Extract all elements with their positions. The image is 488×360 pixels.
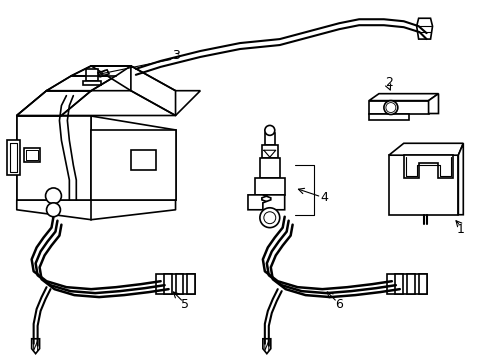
Polygon shape (427, 94, 438, 113)
Text: 6: 6 (335, 297, 343, 311)
Polygon shape (368, 113, 408, 121)
Polygon shape (91, 66, 175, 116)
Polygon shape (91, 130, 175, 200)
Polygon shape (7, 140, 20, 175)
Polygon shape (155, 274, 195, 294)
Polygon shape (388, 155, 457, 215)
Circle shape (45, 188, 61, 204)
Polygon shape (416, 18, 432, 39)
Polygon shape (254, 178, 284, 195)
Circle shape (383, 100, 397, 114)
Polygon shape (91, 116, 175, 200)
Polygon shape (24, 148, 40, 162)
Polygon shape (388, 143, 462, 155)
Text: 1: 1 (455, 223, 463, 236)
Polygon shape (32, 339, 40, 354)
Polygon shape (131, 150, 155, 170)
Polygon shape (368, 100, 427, 113)
Text: 5: 5 (181, 297, 189, 311)
Text: 3: 3 (171, 49, 179, 63)
Polygon shape (175, 274, 183, 294)
Polygon shape (17, 91, 200, 116)
Polygon shape (259, 158, 279, 178)
Polygon shape (17, 116, 91, 200)
Polygon shape (406, 274, 414, 294)
Polygon shape (163, 274, 171, 294)
Circle shape (46, 203, 61, 217)
Polygon shape (262, 145, 277, 158)
Polygon shape (98, 70, 109, 77)
Polygon shape (418, 274, 426, 294)
Polygon shape (386, 274, 426, 294)
Polygon shape (247, 195, 269, 210)
Polygon shape (263, 339, 270, 354)
Polygon shape (368, 94, 438, 100)
Polygon shape (86, 69, 98, 81)
Polygon shape (17, 116, 91, 200)
Polygon shape (264, 133, 274, 145)
Polygon shape (403, 155, 452, 178)
Polygon shape (187, 274, 195, 294)
Polygon shape (394, 274, 402, 294)
Circle shape (259, 208, 279, 228)
Text: 4: 4 (320, 192, 327, 204)
Polygon shape (71, 66, 131, 76)
Circle shape (385, 103, 395, 113)
Text: 2: 2 (384, 76, 392, 89)
Polygon shape (83, 81, 101, 85)
Polygon shape (457, 143, 462, 215)
Polygon shape (263, 195, 284, 210)
Circle shape (264, 125, 274, 135)
Polygon shape (17, 91, 91, 116)
Circle shape (264, 212, 275, 224)
Polygon shape (46, 76, 116, 91)
